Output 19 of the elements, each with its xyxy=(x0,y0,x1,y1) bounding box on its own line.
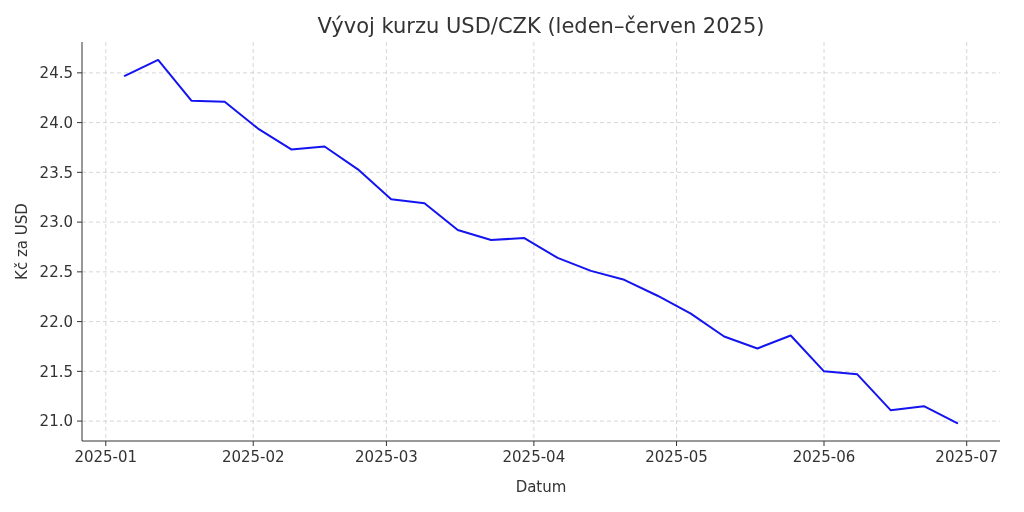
y-tick-label: 22.0 xyxy=(39,312,73,331)
x-tick-label: 2025-01 xyxy=(74,448,138,466)
x-axis-title: Datum xyxy=(515,478,567,496)
x-tick-label: 2025-03 xyxy=(355,448,418,466)
chart-title: Vývoj kurzu USD/CZK (leden–červen 2025) xyxy=(317,14,765,38)
y-tick-label: 22.5 xyxy=(39,263,73,282)
x-tick-label: 2025-02 xyxy=(221,448,285,466)
y-tick-label: 23.0 xyxy=(39,213,73,232)
x-tick-label: 2025-07 xyxy=(935,448,999,466)
y-axis-title: Kč za USD xyxy=(13,203,32,280)
x-tick-label: 2025-04 xyxy=(502,448,566,466)
y-tick-label: 21.0 xyxy=(39,412,73,431)
y-tick-label: 24.0 xyxy=(39,113,73,132)
y-tick-label: 24.5 xyxy=(39,64,73,83)
y-tick-label: 21.5 xyxy=(39,362,73,381)
x-tick-label: 2025-05 xyxy=(645,448,708,466)
line-series xyxy=(123,58,959,425)
y-tick-label: 23.5 xyxy=(39,163,73,182)
x-tick-label: 2025-06 xyxy=(792,448,856,466)
